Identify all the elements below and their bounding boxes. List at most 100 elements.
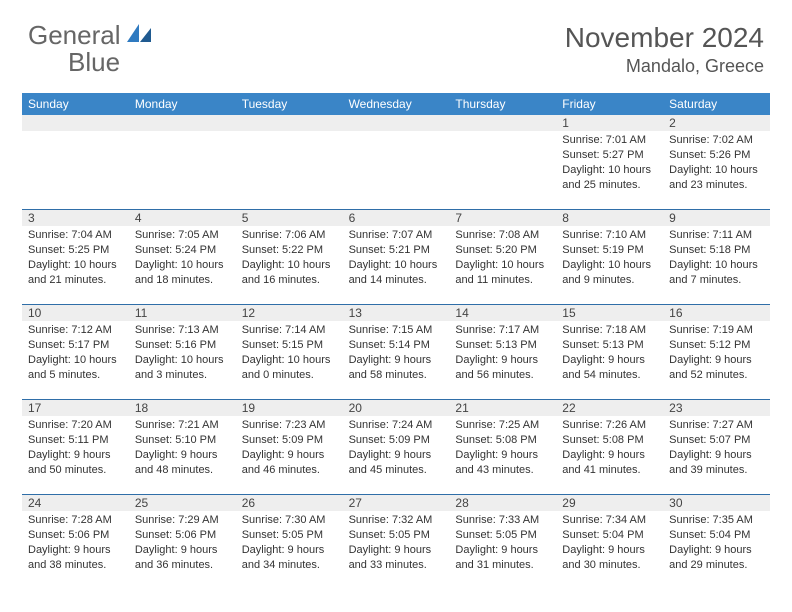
- sunset-text: Sunset: 5:13 PM: [562, 338, 657, 353]
- day-cell: [449, 131, 556, 209]
- day-cell: Sunrise: 7:04 AMSunset: 5:25 PMDaylight:…: [22, 226, 129, 304]
- sunset-text: Sunset: 5:17 PM: [28, 338, 123, 353]
- sunrise-text: Sunrise: 7:27 AM: [669, 418, 764, 433]
- daynum-bar: 10111213141516: [22, 304, 770, 321]
- day-cell: Sunrise: 7:27 AMSunset: 5:07 PMDaylight:…: [663, 416, 770, 494]
- location: Mandalo, Greece: [565, 56, 764, 77]
- day-number: 7: [449, 210, 556, 226]
- day-cell: Sunrise: 7:17 AMSunset: 5:13 PMDaylight:…: [449, 321, 556, 399]
- sunrise-text: Sunrise: 7:33 AM: [455, 513, 550, 528]
- week-row: Sunrise: 7:20 AMSunset: 5:11 PMDaylight:…: [22, 416, 770, 494]
- sunset-text: Sunset: 5:05 PM: [455, 528, 550, 543]
- daylight-text: Daylight: 10 hours and 5 minutes.: [28, 353, 123, 383]
- daylight-text: Daylight: 9 hours and 33 minutes.: [349, 543, 444, 573]
- day-cell: Sunrise: 7:10 AMSunset: 5:19 PMDaylight:…: [556, 226, 663, 304]
- day-cell: Sunrise: 7:15 AMSunset: 5:14 PMDaylight:…: [343, 321, 450, 399]
- sunrise-text: Sunrise: 7:25 AM: [455, 418, 550, 433]
- daylight-text: Daylight: 9 hours and 52 minutes.: [669, 353, 764, 383]
- daylight-text: Daylight: 10 hours and 21 minutes.: [28, 258, 123, 288]
- sunrise-text: Sunrise: 7:32 AM: [349, 513, 444, 528]
- daylight-text: Daylight: 9 hours and 29 minutes.: [669, 543, 764, 573]
- daylight-text: Daylight: 10 hours and 16 minutes.: [242, 258, 337, 288]
- sunrise-text: Sunrise: 7:07 AM: [349, 228, 444, 243]
- sunrise-text: Sunrise: 7:08 AM: [455, 228, 550, 243]
- sunrise-text: Sunrise: 7:18 AM: [562, 323, 657, 338]
- day-cell: Sunrise: 7:05 AMSunset: 5:24 PMDaylight:…: [129, 226, 236, 304]
- day-cell: Sunrise: 7:11 AMSunset: 5:18 PMDaylight:…: [663, 226, 770, 304]
- day-cell: Sunrise: 7:19 AMSunset: 5:12 PMDaylight:…: [663, 321, 770, 399]
- day-number: 19: [236, 400, 343, 416]
- day-cell: Sunrise: 7:01 AMSunset: 5:27 PMDaylight:…: [556, 131, 663, 209]
- sunrise-text: Sunrise: 7:04 AM: [28, 228, 123, 243]
- day-number: 10: [22, 305, 129, 321]
- sunrise-text: Sunrise: 7:06 AM: [242, 228, 337, 243]
- sunrise-text: Sunrise: 7:13 AM: [135, 323, 230, 338]
- day-number: [343, 115, 450, 131]
- day-number: 2: [663, 115, 770, 131]
- day-number: 17: [22, 400, 129, 416]
- sunset-text: Sunset: 5:09 PM: [349, 433, 444, 448]
- daylight-text: Daylight: 10 hours and 14 minutes.: [349, 258, 444, 288]
- day-cell: Sunrise: 7:25 AMSunset: 5:08 PMDaylight:…: [449, 416, 556, 494]
- day-cell: Sunrise: 7:24 AMSunset: 5:09 PMDaylight:…: [343, 416, 450, 494]
- calendar: Sunday Monday Tuesday Wednesday Thursday…: [22, 93, 770, 589]
- day-number: 20: [343, 400, 450, 416]
- sunrise-text: Sunrise: 7:01 AM: [562, 133, 657, 148]
- daynum-bar: 3456789: [22, 209, 770, 226]
- week-row: Sunrise: 7:12 AMSunset: 5:17 PMDaylight:…: [22, 321, 770, 399]
- daylight-text: Daylight: 9 hours and 43 minutes.: [455, 448, 550, 478]
- sunset-text: Sunset: 5:09 PM: [242, 433, 337, 448]
- sunset-text: Sunset: 5:05 PM: [242, 528, 337, 543]
- sunset-text: Sunset: 5:10 PM: [135, 433, 230, 448]
- day-number: 18: [129, 400, 236, 416]
- day-number: [236, 115, 343, 131]
- day-cell: Sunrise: 7:02 AMSunset: 5:26 PMDaylight:…: [663, 131, 770, 209]
- day-number: [129, 115, 236, 131]
- sunset-text: Sunset: 5:18 PM: [669, 243, 764, 258]
- dow-tuesday: Tuesday: [236, 93, 343, 115]
- day-number: 28: [449, 495, 556, 511]
- day-cell: [236, 131, 343, 209]
- sunrise-text: Sunrise: 7:14 AM: [242, 323, 337, 338]
- day-cell: Sunrise: 7:13 AMSunset: 5:16 PMDaylight:…: [129, 321, 236, 399]
- sunset-text: Sunset: 5:08 PM: [562, 433, 657, 448]
- sunrise-text: Sunrise: 7:17 AM: [455, 323, 550, 338]
- brand-name-1: General: [28, 20, 121, 50]
- day-number: 3: [22, 210, 129, 226]
- daylight-text: Daylight: 9 hours and 34 minutes.: [242, 543, 337, 573]
- week-row: Sunrise: 7:28 AMSunset: 5:06 PMDaylight:…: [22, 511, 770, 589]
- day-cell: Sunrise: 7:33 AMSunset: 5:05 PMDaylight:…: [449, 511, 556, 589]
- dow-wednesday: Wednesday: [343, 93, 450, 115]
- daylight-text: Daylight: 9 hours and 38 minutes.: [28, 543, 123, 573]
- daylight-text: Daylight: 10 hours and 9 minutes.: [562, 258, 657, 288]
- sunset-text: Sunset: 5:14 PM: [349, 338, 444, 353]
- daylight-text: Daylight: 9 hours and 45 minutes.: [349, 448, 444, 478]
- dow-sunday: Sunday: [22, 93, 129, 115]
- daylight-text: Daylight: 9 hours and 56 minutes.: [455, 353, 550, 383]
- dow-monday: Monday: [129, 93, 236, 115]
- week-row: Sunrise: 7:04 AMSunset: 5:25 PMDaylight:…: [22, 226, 770, 304]
- day-number: 25: [129, 495, 236, 511]
- sunset-text: Sunset: 5:27 PM: [562, 148, 657, 163]
- day-number: 23: [663, 400, 770, 416]
- brand-name-2: Blue: [68, 47, 120, 77]
- sunset-text: Sunset: 5:19 PM: [562, 243, 657, 258]
- daylight-text: Daylight: 10 hours and 0 minutes.: [242, 353, 337, 383]
- daylight-text: Daylight: 10 hours and 11 minutes.: [455, 258, 550, 288]
- sunrise-text: Sunrise: 7:05 AM: [135, 228, 230, 243]
- dow-row: Sunday Monday Tuesday Wednesday Thursday…: [22, 93, 770, 115]
- daylight-text: Daylight: 9 hours and 31 minutes.: [455, 543, 550, 573]
- sunrise-text: Sunrise: 7:20 AM: [28, 418, 123, 433]
- day-number: 24: [22, 495, 129, 511]
- day-number: 9: [663, 210, 770, 226]
- sunset-text: Sunset: 5:24 PM: [135, 243, 230, 258]
- sunset-text: Sunset: 5:25 PM: [28, 243, 123, 258]
- daylight-text: Daylight: 9 hours and 41 minutes.: [562, 448, 657, 478]
- sunset-text: Sunset: 5:16 PM: [135, 338, 230, 353]
- sunset-text: Sunset: 5:04 PM: [562, 528, 657, 543]
- sunset-text: Sunset: 5:26 PM: [669, 148, 764, 163]
- daylight-text: Daylight: 10 hours and 23 minutes.: [669, 163, 764, 193]
- sunrise-text: Sunrise: 7:30 AM: [242, 513, 337, 528]
- sunset-text: Sunset: 5:22 PM: [242, 243, 337, 258]
- sunset-text: Sunset: 5:06 PM: [28, 528, 123, 543]
